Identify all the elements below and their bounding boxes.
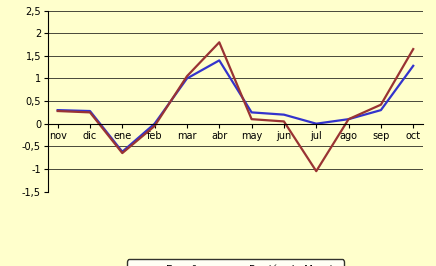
- Región de Murcia: [87, 111, 92, 114]
- Región de Murcia: [378, 103, 384, 106]
- España: [120, 150, 125, 153]
- España: [411, 64, 416, 67]
- España: [346, 118, 351, 121]
- España: [249, 111, 254, 114]
- España: [217, 59, 222, 62]
- España: [87, 109, 92, 113]
- Región de Murcia: [152, 124, 157, 128]
- Región de Murcia: [120, 152, 125, 155]
- España: [184, 77, 190, 80]
- Región de Murcia: [217, 41, 222, 44]
- España: [55, 109, 60, 112]
- Legend: España, Región de Murcia: España, Región de Murcia: [127, 259, 344, 266]
- Región de Murcia: [281, 120, 286, 123]
- Región de Murcia: [411, 47, 416, 51]
- Región de Murcia: [346, 118, 351, 121]
- España: [378, 109, 384, 112]
- Región de Murcia: [55, 109, 60, 113]
- Región de Murcia: [184, 75, 190, 78]
- Región de Murcia: [313, 170, 319, 173]
- España: [152, 122, 157, 125]
- España: [281, 113, 286, 116]
- Región de Murcia: [249, 118, 254, 121]
- Line: Región de Murcia: Región de Murcia: [58, 42, 413, 171]
- Line: España: España: [58, 60, 413, 152]
- España: [313, 122, 319, 125]
